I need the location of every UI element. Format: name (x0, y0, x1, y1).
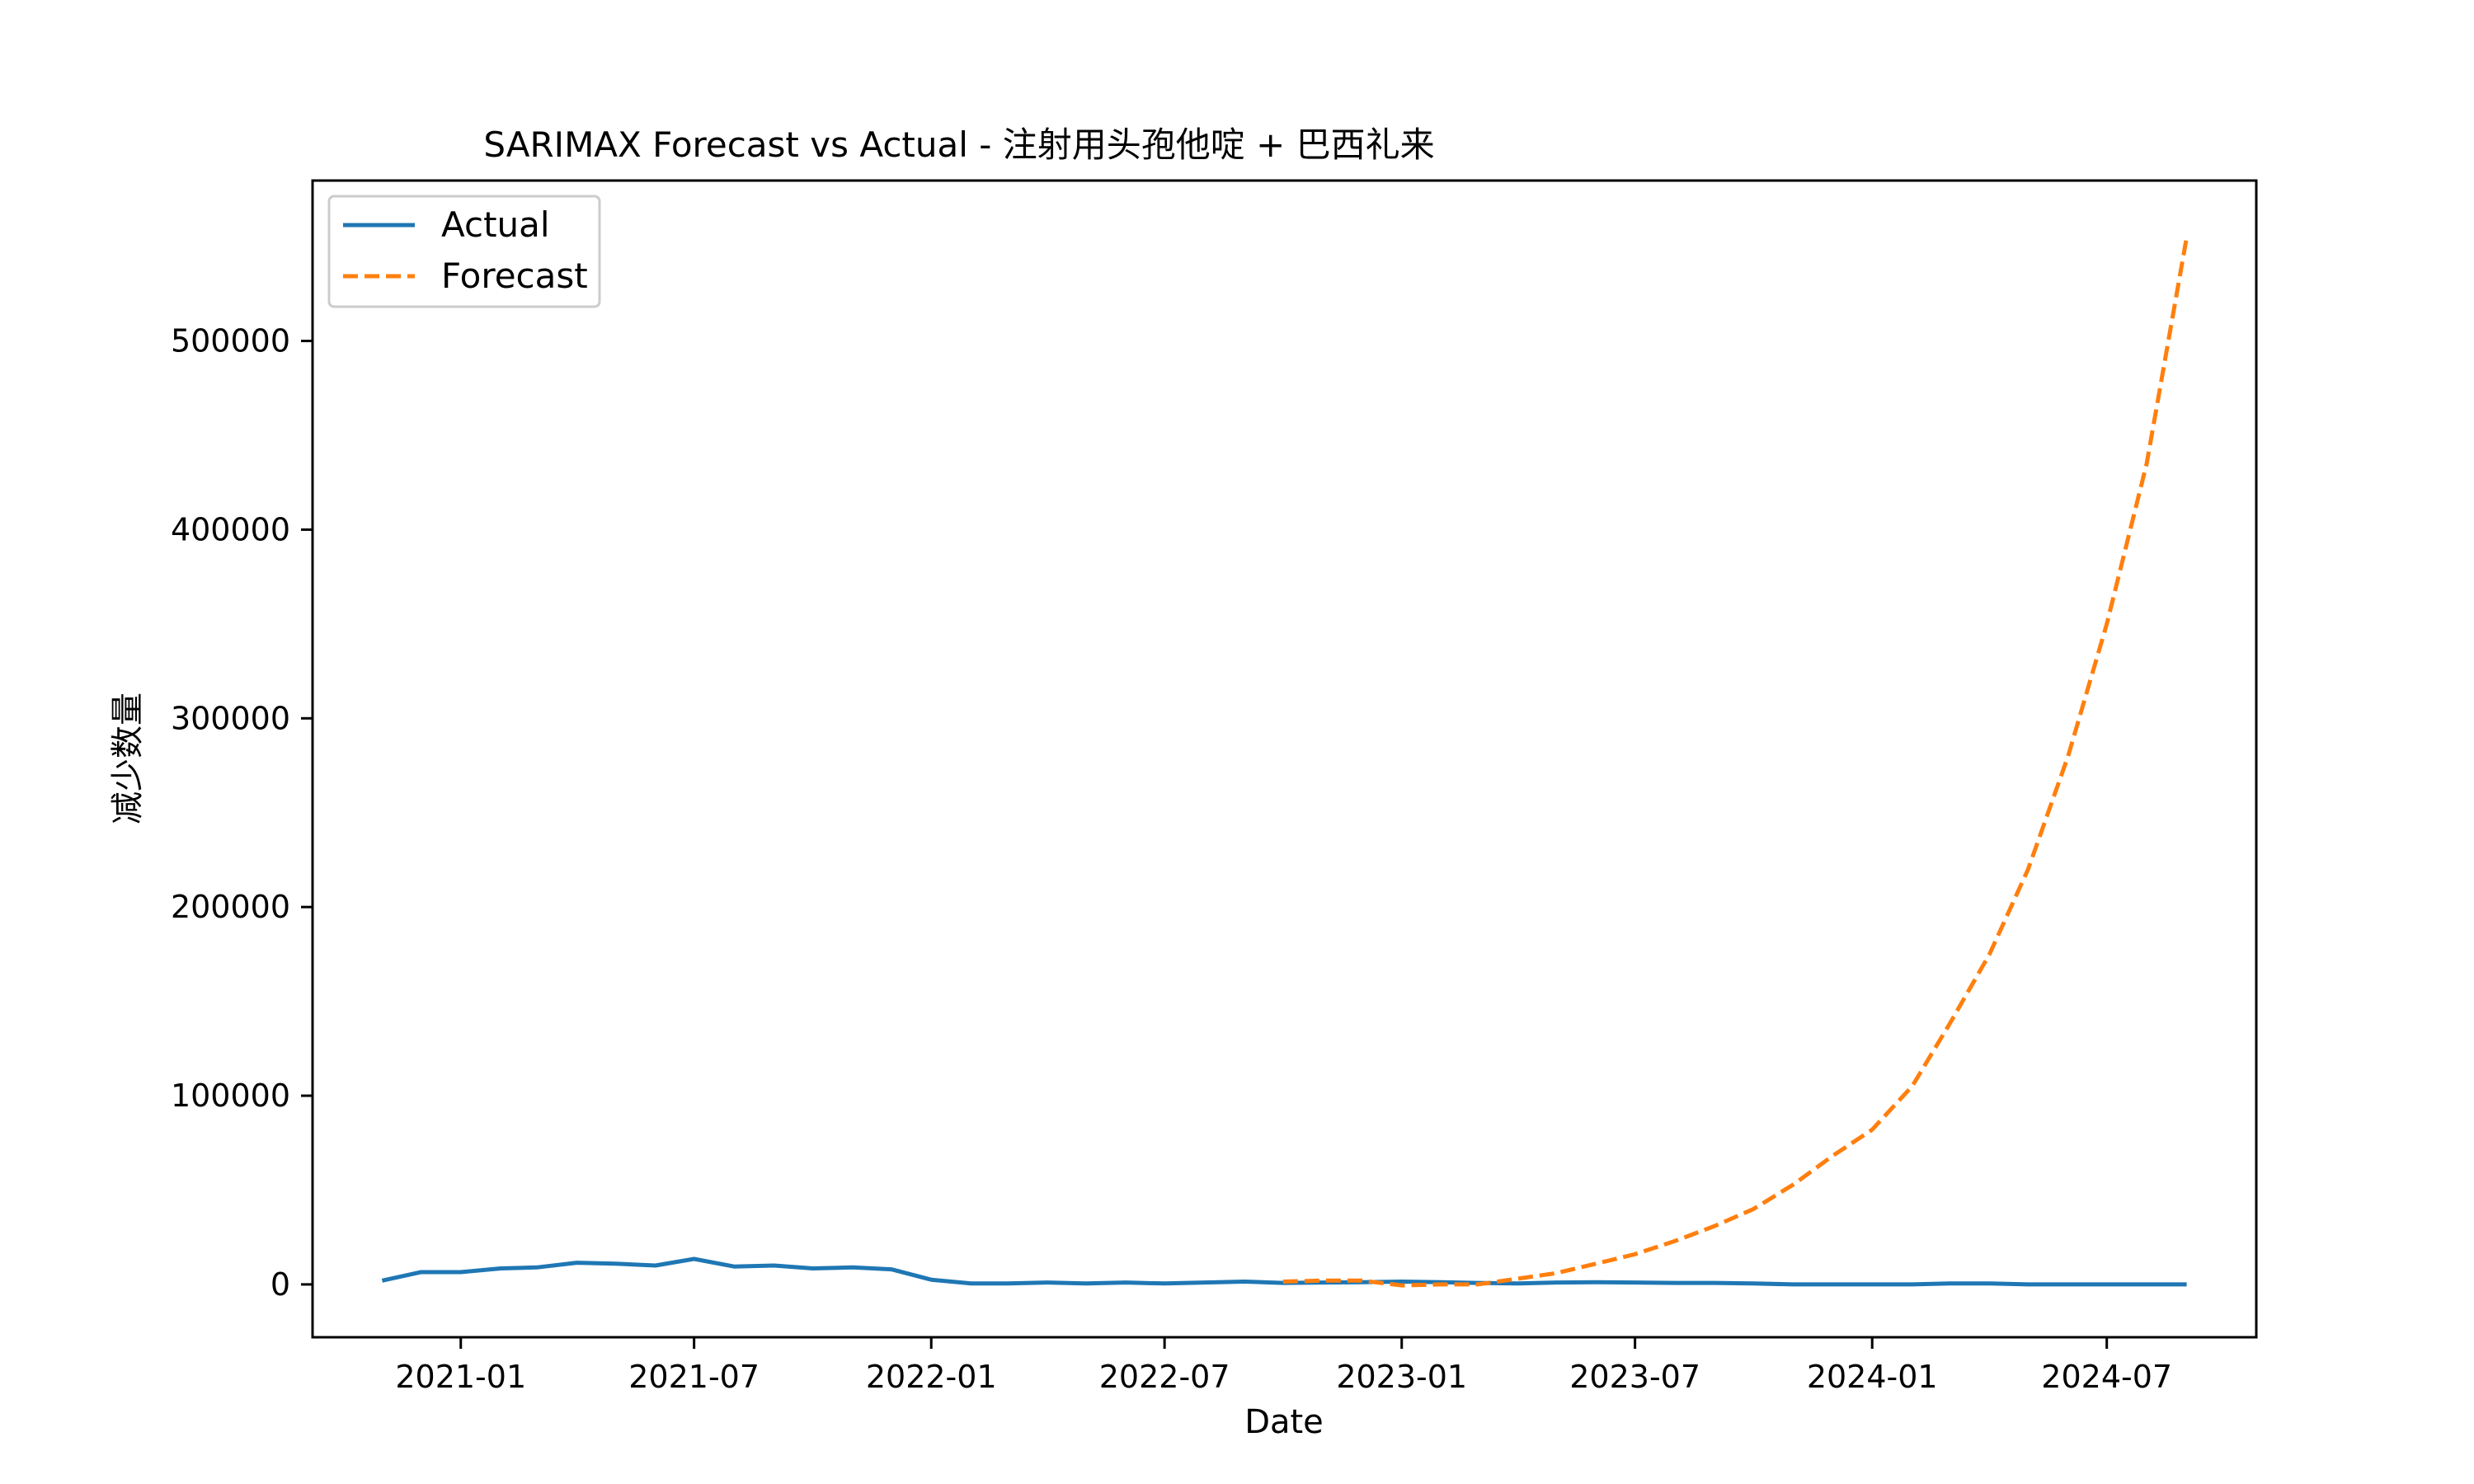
y-axis-label: 减少数量 (109, 693, 147, 824)
x-tick-label: 2021-01 (395, 1359, 526, 1395)
x-tick-label: 2024-07 (2041, 1359, 2172, 1395)
x-tick-label: 2023-07 (1569, 1359, 1700, 1395)
legend-forecast-label: Forecast (441, 256, 588, 296)
x-tick-label: 2021-07 (628, 1359, 760, 1395)
x-axis-label: Date (1244, 1403, 1324, 1441)
chart-title: SARIMAX Forecast vs Actual - 注射用头孢他啶 + 巴… (483, 124, 1434, 165)
series-line-forecast (1282, 237, 2189, 1288)
series-line-actual (381, 1256, 2187, 1287)
y-tick-label: 0 (270, 1266, 290, 1303)
legend-actual-label: Actual (441, 204, 550, 245)
plot-area-frame (311, 179, 2258, 1339)
x-tick-label: 2023-01 (1336, 1359, 1467, 1395)
plot-lines (381, 237, 2189, 1288)
x-tick-label: 2022-01 (866, 1359, 997, 1395)
x-tick-label: 2022-07 (1099, 1359, 1230, 1395)
y-tick-label: 400000 (171, 511, 290, 547)
x-axis: 2021-01 2021-07 2022-01 2022-07 2023-01 2023-… (395, 1337, 2172, 1395)
x-tick-label: 2024-01 (1807, 1359, 1938, 1395)
y-tick-label: 300000 (171, 700, 290, 736)
legend: Actual Forecast (327, 195, 601, 308)
y-tick-label: 200000 (171, 889, 290, 925)
y-tick-label: 500000 (171, 323, 290, 359)
y-axis: 0 100000 200000 300000 400000 500000 (171, 323, 313, 1303)
y-tick-label: 100000 (171, 1078, 290, 1114)
